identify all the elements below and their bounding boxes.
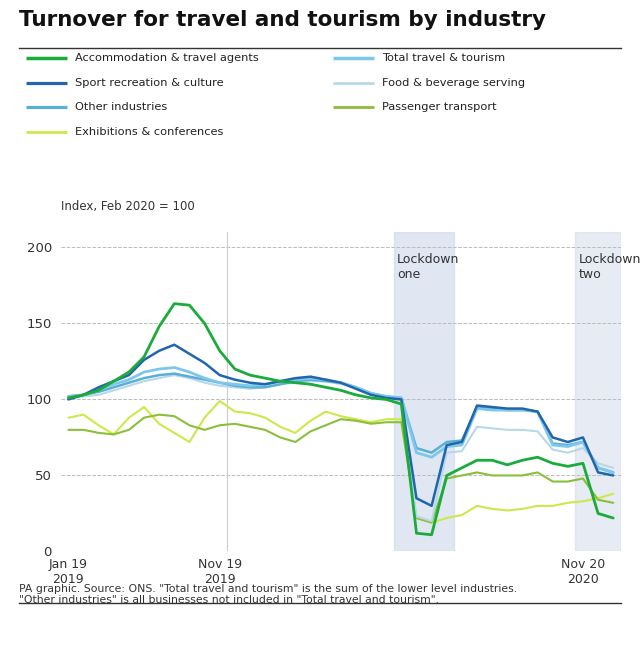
Text: Accommodation & travel agents: Accommodation & travel agents bbox=[75, 53, 259, 63]
Text: Lockdown
one: Lockdown one bbox=[397, 253, 459, 281]
Text: Lockdown
two: Lockdown two bbox=[579, 253, 640, 281]
Text: Total travel & tourism: Total travel & tourism bbox=[382, 53, 505, 63]
Bar bbox=[394, 232, 454, 551]
Text: PA graphic. Source: ONS. "Total travel and tourism" is the sum of the lower leve: PA graphic. Source: ONS. "Total travel a… bbox=[19, 584, 517, 605]
Text: Exhibitions & conferences: Exhibitions & conferences bbox=[75, 126, 223, 137]
Text: Index, Feb 2020 = 100: Index, Feb 2020 = 100 bbox=[61, 200, 195, 213]
Text: Passenger transport: Passenger transport bbox=[382, 102, 497, 112]
Text: Turnover for travel and tourism by industry: Turnover for travel and tourism by indus… bbox=[19, 10, 546, 30]
Text: Other industries: Other industries bbox=[75, 102, 167, 112]
Text: Food & beverage serving: Food & beverage serving bbox=[382, 77, 525, 88]
Text: Sport recreation & culture: Sport recreation & culture bbox=[75, 77, 223, 88]
Bar bbox=[575, 232, 621, 551]
